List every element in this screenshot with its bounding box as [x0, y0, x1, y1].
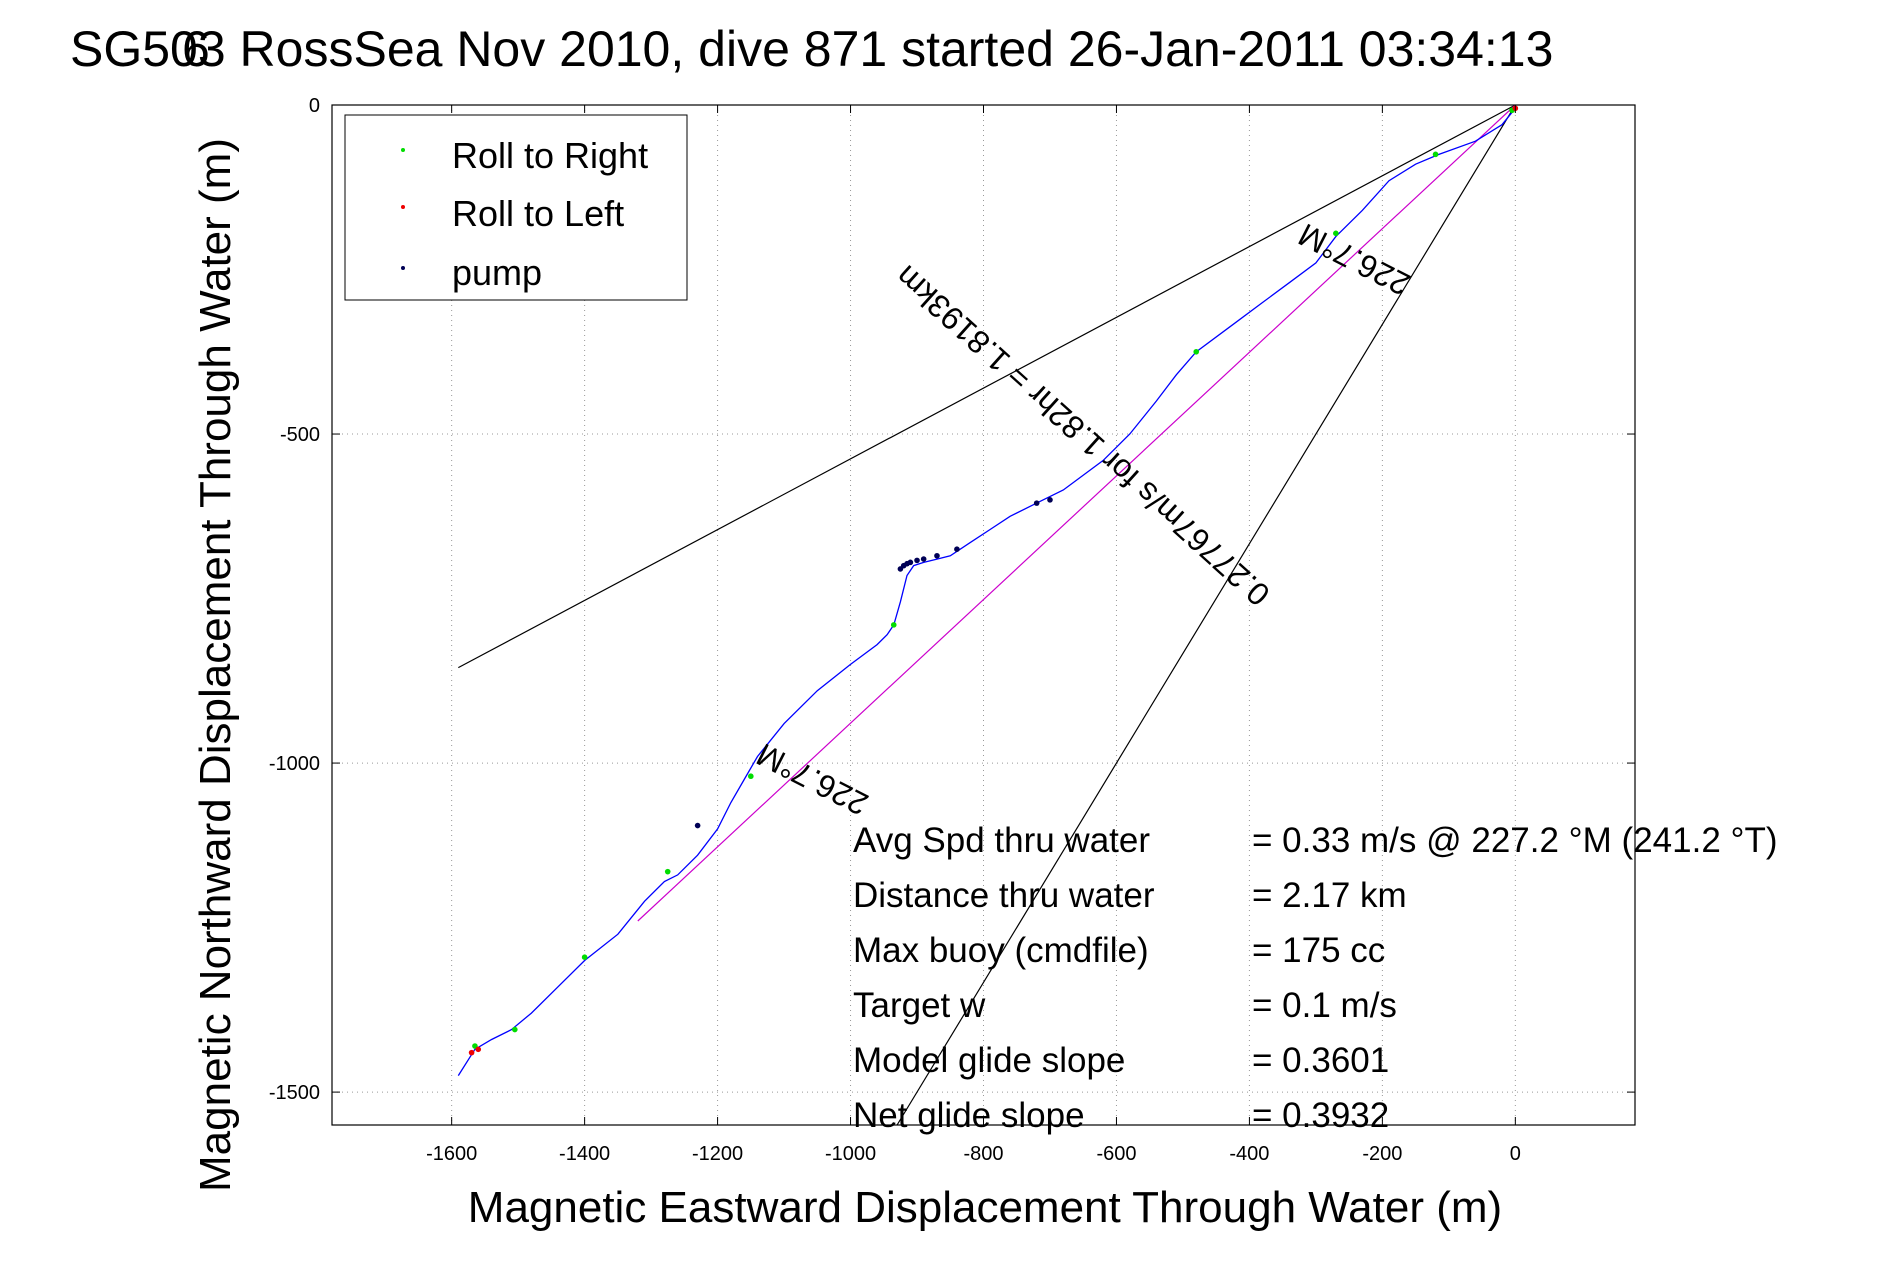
- roll-right-point: [664, 868, 671, 875]
- pump-point: [897, 566, 904, 572]
- roll-right-point: [1432, 151, 1439, 158]
- x-tick-label: -400: [1229, 1143, 1269, 1165]
- x-tick-label: -1400: [559, 1143, 610, 1165]
- roll-left-point: [468, 1049, 475, 1056]
- roll-right-point: [1193, 348, 1200, 355]
- pump-point: [1047, 497, 1053, 503]
- stat-value: = 0.3932: [1252, 1096, 1389, 1135]
- x-tick-label: -1200: [692, 1143, 743, 1165]
- stat-label: Distance thru water: [853, 876, 1155, 915]
- x-tick-label: -600: [1096, 1143, 1136, 1165]
- dive-statistics: Avg Spd thru water = 0.33 m/s @ 227.2 °M …: [853, 821, 1778, 1135]
- legend: Roll to Right Roll to Left pump: [344, 114, 688, 301]
- legend-label-roll-left: Roll to Left: [452, 193, 624, 234]
- roll-left-point: [475, 1046, 482, 1053]
- chart-title: SG503 RossSea Nov 2010, dive 871 started…: [70, 21, 1553, 77]
- roll-right-point: [581, 954, 588, 960]
- chart-title-overlap-glyph: 6: [182, 21, 210, 77]
- y-tick-label: 0: [309, 95, 320, 117]
- stat-label: Max buoy (cmdfile): [853, 931, 1149, 970]
- pump-point: [1033, 500, 1040, 506]
- legend-marker-pump: [401, 266, 405, 270]
- stat-label: Net glide slope: [853, 1096, 1085, 1135]
- pump-point: [954, 546, 960, 552]
- pump-point: [914, 557, 920, 564]
- pump-point: [920, 556, 927, 562]
- legend-marker-roll-left: [401, 205, 405, 209]
- reference-line: [896, 104, 1516, 1126]
- x-tick-label: -1000: [825, 1143, 876, 1165]
- x-axis-ticks: -1600 -1400 -1200 -1000 -800 -600 -400 -200 0: [426, 105, 1521, 1165]
- y-axis-ticks: 0 -500 -1000 -1500: [269, 95, 1635, 1104]
- y-axis-label: Magnetic Northward Displacement Through …: [191, 138, 240, 1192]
- stat-label: Model glide slope: [853, 1041, 1125, 1080]
- dive-track: [457, 107, 1516, 1076]
- roll-right-point: [748, 773, 754, 780]
- reference-line: [637, 104, 1516, 922]
- roll-right-point: [512, 1026, 518, 1033]
- stat-value: = 0.33 m/s @ 227.2 °M (241.2 °T): [1252, 821, 1778, 860]
- y-tick-label: -1000: [269, 753, 320, 775]
- legend-label-pump: pump: [452, 252, 542, 293]
- y-tick-label: -1500: [269, 1082, 320, 1104]
- roll-right-point: [1333, 230, 1339, 237]
- roll-right-point: [890, 622, 897, 628]
- y-tick-label: -500: [280, 424, 320, 446]
- reference-lines: [458, 104, 1516, 1126]
- pump-point: [934, 552, 940, 559]
- legend-marker-roll-right: [401, 148, 405, 152]
- x-tick-label: -800: [963, 1143, 1003, 1165]
- legend-label-roll-right: Roll to Right: [452, 135, 648, 176]
- x-tick-label: 0: [1510, 1143, 1521, 1165]
- x-axis-label: Magnetic Eastward Displacement Through W…: [468, 1183, 1502, 1232]
- stat-value: = 2.17 km: [1252, 876, 1407, 915]
- stat-label: Avg Spd thru water: [853, 821, 1150, 860]
- stat-value: = 175 cc: [1252, 931, 1385, 970]
- x-tick-label: -1600: [426, 1143, 477, 1165]
- track-markers: [468, 105, 1519, 1056]
- stat-label: Target w: [853, 986, 986, 1025]
- stat-value: = 0.3601: [1252, 1041, 1389, 1080]
- reference-line: [458, 104, 1516, 669]
- track-line: [457, 107, 1516, 1076]
- stat-value: = 0.1 m/s: [1252, 986, 1397, 1025]
- pump-point: [694, 822, 701, 829]
- x-tick-label: -200: [1362, 1143, 1402, 1165]
